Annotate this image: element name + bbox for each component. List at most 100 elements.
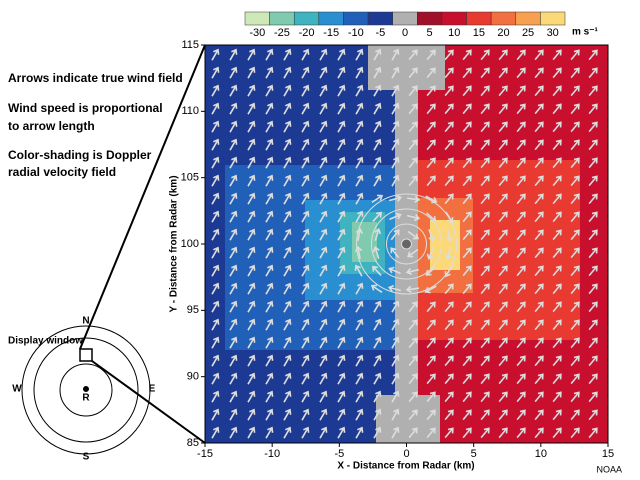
wind-arrow (372, 265, 382, 276)
wind-arrow (426, 427, 436, 439)
colorbar-unit: m s⁻¹ (572, 27, 599, 38)
wind-arrow (301, 390, 310, 403)
wind-arrow (211, 210, 220, 223)
wind-arrow (355, 372, 364, 385)
wind-arrow (247, 390, 256, 403)
wind-arrow (408, 391, 418, 403)
wind-arrow (480, 85, 490, 97)
wind-arrow (319, 282, 328, 295)
wind-arrow (480, 301, 490, 313)
wind-arrow (570, 283, 580, 295)
wind-arrow (516, 301, 526, 313)
wind-arrow (355, 102, 364, 115)
annotation: Arrows indicate true wind field (8, 71, 183, 85)
wind-arrow (408, 427, 418, 439)
wind-arrow (388, 266, 401, 275)
wind-arrow (570, 247, 580, 259)
wind-arrow (391, 120, 400, 133)
wind-arrow (373, 120, 382, 133)
wind-arrow (426, 391, 436, 403)
wind-arrow (247, 156, 256, 169)
wind-arrow (498, 319, 508, 331)
colorbar-swatch (392, 11, 418, 26)
wind-arrow (391, 174, 400, 187)
wind-arrow (552, 373, 562, 385)
wind-arrow (247, 426, 256, 439)
wind-arrow (552, 175, 562, 187)
wind-arrow (570, 391, 580, 403)
wind-arrow (426, 319, 436, 331)
wind-arrow (229, 408, 238, 421)
wind-arrow (444, 427, 454, 439)
annotation: to arrow length (8, 119, 95, 133)
wind-arrow (372, 211, 382, 222)
wind-arrow (247, 210, 256, 223)
wind-arrow (265, 408, 274, 421)
wind-arrow (516, 409, 526, 421)
wind-arrow (391, 354, 400, 367)
wind-arrow (588, 283, 598, 295)
wind-arrow (480, 319, 490, 331)
wind-arrow (408, 337, 418, 349)
colorbar-tick-label: -10 (348, 27, 364, 39)
wind-arrow (319, 174, 328, 187)
wind-arrow (301, 228, 310, 241)
wind-arrow (588, 247, 598, 259)
wind-arrow (337, 66, 346, 79)
wind-arrow (534, 355, 544, 367)
wind-arrow (498, 175, 508, 187)
wind-arrow (498, 373, 508, 385)
x-tick-label: 0 (403, 448, 409, 460)
wind-arrow (319, 84, 328, 97)
wind-arrow (516, 157, 526, 169)
wind-arrow (301, 174, 310, 187)
colorbar-swatch (269, 11, 295, 26)
wind-arrow (480, 355, 490, 367)
wind-arrow (570, 319, 580, 331)
wind-arrow (211, 282, 220, 295)
wind-arrow (588, 157, 598, 169)
wind-arrow (516, 139, 526, 151)
wind-arrow (588, 265, 598, 277)
wind-arrow (552, 427, 562, 439)
wind-arrow (516, 193, 526, 205)
x-tick-label: -10 (264, 448, 280, 460)
wind-arrow (480, 409, 490, 421)
wind-arrow (462, 193, 472, 205)
wind-arrow (211, 426, 220, 439)
wind-arrow (552, 283, 562, 295)
wind-arrow (498, 121, 508, 133)
wind-arrow (498, 301, 508, 313)
wind-arrow (426, 103, 436, 115)
wind-arrow (444, 337, 454, 349)
wind-arrow (444, 319, 454, 331)
wind-arrow (570, 49, 580, 61)
wind-arrow (211, 66, 220, 79)
wind-arrow (355, 120, 364, 133)
wind-arrow (462, 139, 472, 151)
wind-arrow (391, 390, 400, 403)
colorbar-tick-label: 10 (448, 27, 460, 39)
wind-arrow (534, 175, 544, 187)
colorbar-swatch (417, 11, 443, 26)
wind-arrow (462, 427, 472, 439)
wind-arrow (408, 67, 418, 79)
wind-arrow (301, 264, 310, 277)
wind-arrow (390, 229, 400, 241)
wind-arrow (534, 391, 544, 403)
wind-arrow (229, 264, 238, 277)
wind-arrow (319, 120, 328, 133)
wind-arrow (247, 318, 256, 331)
wind-arrow (337, 426, 346, 439)
wind-arrow (552, 103, 562, 115)
wind-arrow (426, 337, 436, 349)
wind-arrow (283, 372, 292, 385)
wind-arrow (480, 193, 490, 205)
x-tick-label: 10 (535, 448, 547, 460)
wind-arrow (372, 245, 380, 259)
wind-arrow (319, 228, 328, 241)
wind-arrow (265, 282, 274, 295)
x-axis-label: X - Distance from Radar (km) (337, 461, 474, 472)
wind-arrow (498, 67, 508, 79)
wind-arrow (588, 229, 598, 241)
